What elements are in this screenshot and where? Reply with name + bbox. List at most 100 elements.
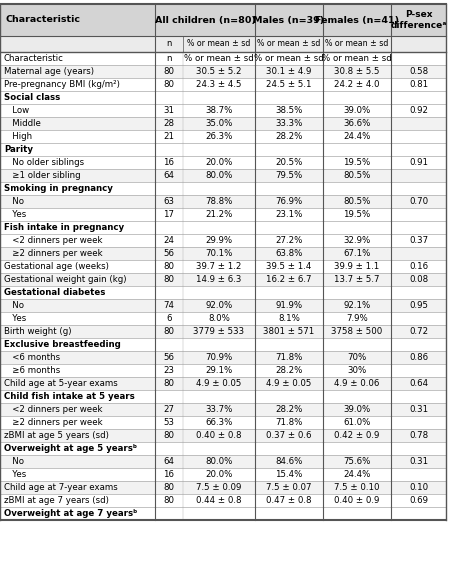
Bar [0, 416, 446, 429]
Text: 70.1%: 70.1% [205, 249, 233, 258]
Text: <2 dinners per week: <2 dinners per week [4, 236, 102, 245]
Text: 20.5%: 20.5% [275, 158, 303, 167]
Bar [0, 234, 446, 247]
Text: Overweight at age 7 yearsᵇ: Overweight at age 7 yearsᵇ [4, 509, 137, 518]
Text: 80.5%: 80.5% [343, 197, 371, 206]
Text: 0.08: 0.08 [409, 275, 428, 284]
Text: zBMI at age 7 years (sd): zBMI at age 7 years (sd) [4, 496, 109, 505]
Text: Gestational age (weeks): Gestational age (weeks) [4, 262, 109, 271]
Bar [0, 312, 446, 325]
Text: 0.69: 0.69 [409, 496, 428, 505]
Text: Fish intake in pregnancy: Fish intake in pregnancy [4, 223, 124, 232]
Text: Yes: Yes [4, 210, 26, 219]
Text: 74: 74 [164, 301, 174, 310]
Text: 0.42 ± 0.9: 0.42 ± 0.9 [334, 431, 380, 440]
Text: 14.9 ± 6.3: 14.9 ± 6.3 [196, 275, 242, 284]
Text: 7.9%: 7.9% [346, 314, 368, 323]
Text: 29.9%: 29.9% [205, 236, 233, 245]
Text: 26.3%: 26.3% [205, 132, 233, 141]
Text: 4.9 ± 0.05: 4.9 ± 0.05 [266, 379, 312, 388]
Text: 80: 80 [164, 275, 174, 284]
Text: 0.44 ± 0.8: 0.44 ± 0.8 [196, 496, 242, 505]
Text: Social class: Social class [4, 93, 60, 102]
Text: 13.7 ± 5.7: 13.7 ± 5.7 [334, 275, 380, 284]
Text: 27: 27 [164, 405, 174, 414]
Text: Child age at 7-year exams: Child age at 7-year exams [4, 483, 118, 492]
Text: 0.31: 0.31 [409, 457, 428, 466]
Text: 33.3%: 33.3% [275, 119, 303, 128]
Bar [0, 36, 446, 52]
Text: 24.5 ± 5.1: 24.5 ± 5.1 [266, 80, 312, 89]
Bar [0, 169, 446, 182]
Text: 61.0%: 61.0% [343, 418, 371, 427]
Text: 4.9 ± 0.05: 4.9 ± 0.05 [196, 379, 242, 388]
Bar [0, 130, 446, 143]
Text: 3758 ± 500: 3758 ± 500 [331, 327, 383, 336]
Bar [0, 91, 446, 104]
Text: <6 months: <6 months [4, 353, 60, 362]
Bar [0, 299, 446, 312]
Text: 0.64: 0.64 [409, 379, 428, 388]
Bar [0, 507, 446, 520]
Text: 78.8%: 78.8% [205, 197, 233, 206]
Bar [0, 208, 446, 221]
Text: 92.1%: 92.1% [343, 301, 371, 310]
Text: 15.4%: 15.4% [275, 470, 303, 479]
Text: 30.8 ± 5.5: 30.8 ± 5.5 [334, 67, 380, 76]
Bar [0, 429, 446, 442]
Text: 39.5 ± 1.4: 39.5 ± 1.4 [266, 262, 312, 271]
Text: 16: 16 [164, 158, 174, 167]
Text: 20.0%: 20.0% [205, 470, 233, 479]
Text: Low: Low [4, 106, 29, 115]
Text: 63.8%: 63.8% [275, 249, 303, 258]
Bar [0, 143, 446, 156]
Text: 3779 ± 533: 3779 ± 533 [193, 327, 245, 336]
Text: 64: 64 [164, 457, 174, 466]
Text: % or mean ± sd: % or mean ± sd [325, 40, 389, 48]
Text: Parity: Parity [4, 145, 33, 154]
Text: 66.3%: 66.3% [205, 418, 233, 427]
Text: 39.0%: 39.0% [343, 106, 371, 115]
Text: 70%: 70% [347, 353, 366, 362]
Text: 80: 80 [164, 80, 174, 89]
Text: 23: 23 [164, 366, 174, 375]
Text: 8.0%: 8.0% [208, 314, 230, 323]
Text: 80: 80 [164, 67, 174, 76]
Text: 7.5 ± 0.10: 7.5 ± 0.10 [334, 483, 380, 492]
Text: Characteristic: Characteristic [6, 16, 81, 25]
Text: 6: 6 [166, 314, 172, 323]
Text: 39.9 ± 1.1: 39.9 ± 1.1 [334, 262, 380, 271]
Text: 84.6%: 84.6% [275, 457, 303, 466]
Text: 20.0%: 20.0% [205, 158, 233, 167]
Text: 21.2%: 21.2% [205, 210, 233, 219]
Text: P-sex
differenceᵃ: P-sex differenceᵃ [390, 10, 447, 30]
Text: 27.2%: 27.2% [275, 236, 303, 245]
Text: 0.78: 0.78 [409, 431, 428, 440]
Text: 28: 28 [164, 119, 174, 128]
Text: % or mean ± sd: % or mean ± sd [257, 40, 321, 48]
Text: Smoking in pregnancy: Smoking in pregnancy [4, 184, 113, 193]
Text: No: No [4, 301, 24, 310]
Text: 3801 ± 571: 3801 ± 571 [264, 327, 315, 336]
Bar [0, 325, 446, 338]
Text: 24.4%: 24.4% [343, 132, 371, 141]
Text: 35.0%: 35.0% [205, 119, 233, 128]
Text: 67.1%: 67.1% [343, 249, 371, 258]
Text: 80: 80 [164, 379, 174, 388]
Bar [0, 195, 446, 208]
Text: 36.6%: 36.6% [343, 119, 371, 128]
Text: 24.2 ± 4.0: 24.2 ± 4.0 [334, 80, 380, 89]
Bar [0, 403, 446, 416]
Bar [0, 221, 446, 234]
Text: 23.1%: 23.1% [275, 210, 303, 219]
Text: 17: 17 [164, 210, 174, 219]
Text: 80.5%: 80.5% [343, 171, 371, 180]
Text: Birth weight (g): Birth weight (g) [4, 327, 72, 336]
Text: % or mean ± sd: % or mean ± sd [187, 40, 251, 48]
Text: ≥2 dinners per week: ≥2 dinners per week [4, 418, 103, 427]
Bar [0, 52, 446, 65]
Text: Males (n=39): Males (n=39) [254, 16, 325, 25]
Text: Pre-pregnancy BMI (kg/m²): Pre-pregnancy BMI (kg/m²) [4, 80, 120, 89]
Text: No: No [4, 197, 24, 206]
Text: 8.1%: 8.1% [278, 314, 300, 323]
